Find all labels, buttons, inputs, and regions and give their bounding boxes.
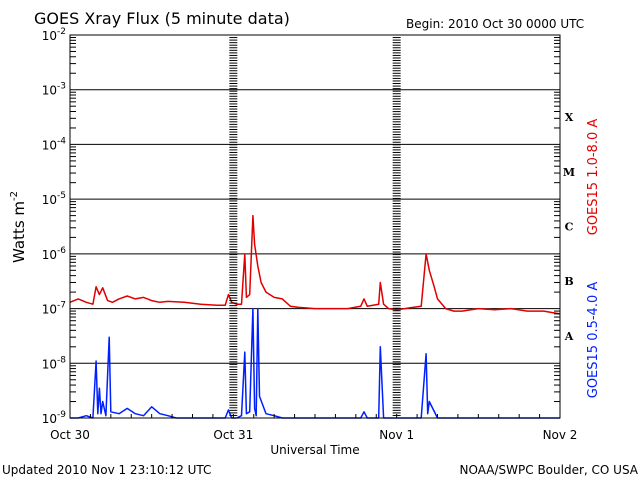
y-tick-base: 10 xyxy=(42,303,57,317)
y-tick-label: 10-9 xyxy=(42,410,67,426)
updated-timestamp: Updated 2010 Nov 1 23:10:12 UTC xyxy=(2,463,211,477)
y-axis-label-base: Watts m xyxy=(10,201,28,263)
y-tick-label: 10-6 xyxy=(42,246,67,262)
y-tick-label: 10-2 xyxy=(42,27,66,43)
y-tick-label: 10-3 xyxy=(42,82,66,98)
y-tick-label: 10-7 xyxy=(42,301,66,317)
y-tick-base: 10 xyxy=(42,29,57,43)
plot-frame xyxy=(69,34,561,419)
flare-class-label: M xyxy=(563,166,575,179)
y-tick-base: 10 xyxy=(42,193,57,207)
credit-label: NOAA/SWPC Boulder, CO USA xyxy=(460,463,639,477)
y-tick-exponent: -6 xyxy=(57,246,66,256)
y-tick-exponent: -9 xyxy=(57,410,66,420)
y-tick-base: 10 xyxy=(42,138,57,152)
flare-class-label: X xyxy=(565,111,574,124)
series-layer xyxy=(69,214,561,419)
flare-class-label: B xyxy=(564,275,573,288)
y-tick-exponent: -5 xyxy=(57,191,66,201)
y-tick-base: 10 xyxy=(42,248,57,262)
y-tick-exponent: -7 xyxy=(57,301,66,311)
flare-class-label: C xyxy=(565,221,574,234)
flare-class-label: A xyxy=(564,330,574,343)
grid-layer xyxy=(70,34,560,419)
y-axis-label-exponent: -2 xyxy=(9,191,20,201)
y-tick-base: 10 xyxy=(42,412,57,426)
y-axis-label: Watts m-2 xyxy=(9,191,28,263)
x-axis-label: Universal Time xyxy=(270,443,359,457)
y-tick-label: 10-4 xyxy=(42,136,67,152)
x-tick-label: Nov 1 xyxy=(379,428,414,442)
y-tick-exponent: -3 xyxy=(57,82,66,92)
tick-layer xyxy=(69,34,561,419)
y-tick-label: 10-8 xyxy=(42,355,67,371)
y-tick-exponent: -4 xyxy=(57,136,66,146)
chart-title: GOES Xray Flux (5 minute data) xyxy=(34,9,290,28)
begin-label: Begin: 2010 Oct 30 0000 UTC xyxy=(406,17,584,31)
legend-series-long: GOES15 1.0-8.0 A xyxy=(586,119,601,236)
series-line-long-wavelength xyxy=(69,214,561,315)
x-tick-label: Oct 30 xyxy=(50,428,90,442)
legend-series-short: GOES15 0.5-4.0 A xyxy=(586,282,601,399)
x-tick-label: Nov 2 xyxy=(543,428,578,442)
x-tick-label: Oct 31 xyxy=(213,428,253,442)
y-tick-base: 10 xyxy=(42,84,57,98)
y-tick-exponent: -2 xyxy=(57,27,66,37)
series-line-short-wavelength xyxy=(70,307,560,419)
y-tick-label: 10-5 xyxy=(42,191,66,207)
y-tick-exponent: -8 xyxy=(57,355,66,365)
y-tick-base: 10 xyxy=(42,357,57,371)
